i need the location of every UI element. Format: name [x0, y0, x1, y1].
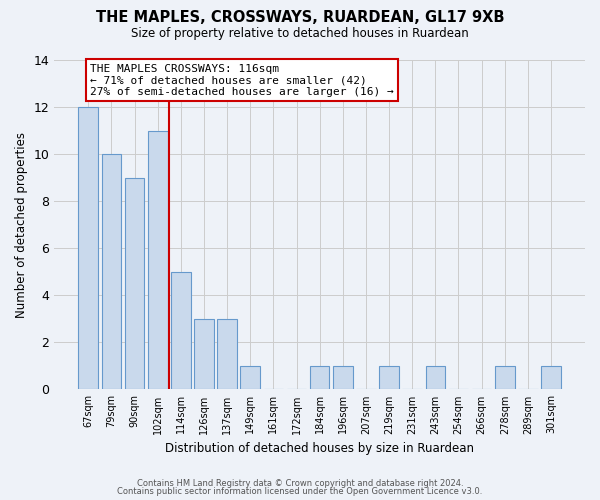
Text: Size of property relative to detached houses in Ruardean: Size of property relative to detached ho… [131, 28, 469, 40]
Text: THE MAPLES CROSSWAYS: 116sqm
← 71% of detached houses are smaller (42)
27% of se: THE MAPLES CROSSWAYS: 116sqm ← 71% of de… [90, 64, 394, 96]
Bar [217, 319, 237, 390]
X-axis label: Distribution of detached houses by size in Ruardean: Distribution of detached houses by size … [165, 442, 474, 455]
Y-axis label: Number of detached properties: Number of detached properties [15, 132, 28, 318]
Bar [101, 154, 121, 390]
Bar [333, 366, 353, 390]
Bar [171, 272, 191, 390]
Bar [79, 107, 98, 390]
Bar [425, 366, 445, 390]
Text: Contains HM Land Registry data © Crown copyright and database right 2024.: Contains HM Land Registry data © Crown c… [137, 478, 463, 488]
Bar [310, 366, 329, 390]
Bar [125, 178, 145, 390]
Bar [194, 319, 214, 390]
Bar [379, 366, 399, 390]
Bar [541, 366, 561, 390]
Text: THE MAPLES, CROSSWAYS, RUARDEAN, GL17 9XB: THE MAPLES, CROSSWAYS, RUARDEAN, GL17 9X… [96, 10, 504, 25]
Bar [148, 130, 167, 390]
Text: Contains public sector information licensed under the Open Government Licence v3: Contains public sector information licen… [118, 487, 482, 496]
Bar [241, 366, 260, 390]
Bar [495, 366, 515, 390]
